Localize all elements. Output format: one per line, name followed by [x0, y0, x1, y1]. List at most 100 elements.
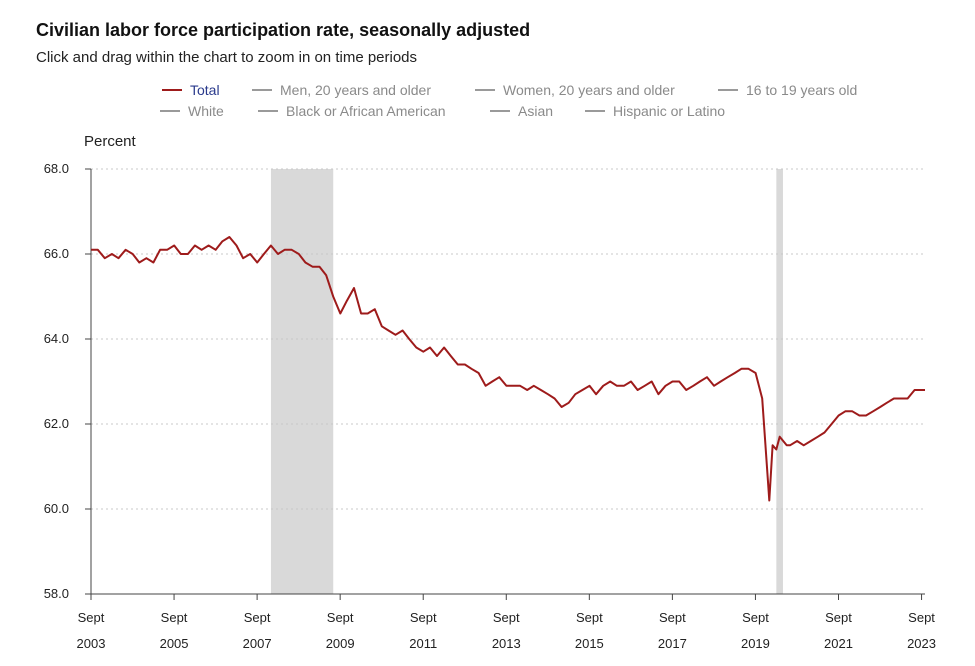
legend-item-white[interactable]: White: [160, 103, 224, 119]
data-point: [222, 240, 224, 242]
data-point: [242, 257, 244, 259]
legend-item-total[interactable]: Total: [162, 82, 220, 98]
data-point: [284, 249, 286, 251]
data-point: [270, 245, 272, 247]
data-point: [291, 249, 293, 251]
data-point: [132, 253, 134, 255]
data-point: [616, 385, 618, 387]
legend-swatch: [490, 110, 510, 112]
axis-layer: [85, 168, 925, 600]
x-tick-year-label: 2023: [907, 636, 936, 651]
data-point: [886, 402, 888, 404]
data-point: [914, 389, 916, 391]
data-point: [506, 385, 508, 387]
data-point: [796, 440, 798, 442]
data-point: [499, 376, 501, 378]
data-point: [408, 338, 410, 340]
chart-subtitle: Click and drag within the chart to zoom …: [36, 49, 418, 66]
data-point: [512, 385, 514, 387]
data-point: [748, 368, 750, 370]
x-tick-month-label: Sept: [78, 610, 105, 625]
data-point: [457, 364, 459, 366]
y-tick-label: 58.0: [44, 586, 69, 601]
data-point: [879, 406, 881, 408]
x-tick-year-label: 2011: [409, 636, 437, 651]
legend-item-16-to-19[interactable]: 16 to 19 years old: [718, 82, 857, 98]
y-tick-label: 66.0: [44, 246, 69, 261]
legend-label: Women, 20 years and older: [503, 82, 675, 98]
data-point: [734, 372, 736, 374]
legend-item-men-20-and-older[interactable]: Men, 20 years and older: [252, 82, 431, 98]
legend-label: Hispanic or Latino: [613, 103, 726, 119]
legend-item-women-20-and-older[interactable]: Women, 20 years and older: [475, 82, 675, 98]
data-point: [312, 266, 314, 268]
x-tick-year-label: 2003: [77, 636, 106, 651]
data-point: [727, 376, 729, 378]
data-point: [623, 385, 625, 387]
data-point: [865, 415, 867, 417]
data-point: [464, 364, 466, 366]
data-point: [582, 389, 584, 391]
x-tick-year-label: 2013: [492, 636, 521, 651]
data-point: [353, 287, 355, 289]
data-point: [831, 423, 833, 425]
data-point: [872, 410, 874, 412]
data-point: [658, 393, 660, 395]
data-point: [692, 385, 694, 387]
data-point: [346, 300, 348, 302]
data-point: [900, 398, 902, 400]
legend-item-black[interactable]: Black or African American: [258, 103, 446, 119]
x-tick-month-label: Sept: [161, 610, 188, 625]
x-tick-month-label: Sept: [659, 610, 686, 625]
data-point: [319, 266, 321, 268]
data-point: [852, 410, 854, 412]
data-point: [138, 262, 140, 264]
data-point: [526, 389, 528, 391]
data-point: [153, 262, 155, 264]
x-tick-year-label: 2007: [243, 636, 272, 651]
data-point: [540, 389, 542, 391]
data-point: [429, 347, 431, 349]
data-point: [561, 406, 563, 408]
data-point: [332, 296, 334, 298]
x-tick-month-label: Sept: [244, 610, 271, 625]
data-point: [208, 245, 210, 247]
data-point: [644, 385, 646, 387]
legend-label: 16 to 19 years old: [746, 82, 858, 98]
legend-swatch: [162, 89, 182, 91]
data-point: [187, 253, 189, 255]
data-point: [699, 381, 701, 383]
data-point: [554, 398, 556, 400]
data-point: [277, 253, 279, 255]
legend-label: Total: [190, 82, 220, 98]
legend-item-asian[interactable]: Asian: [490, 103, 553, 119]
data-point: [817, 436, 819, 438]
x-tick-month-label: Sept: [908, 610, 935, 625]
x-tick-year-label: 2015: [575, 636, 604, 651]
x-tick-year-label: 2019: [741, 636, 770, 651]
x-tick-month-label: Sept: [742, 610, 769, 625]
legend-item-hispanic[interactable]: Hispanic or Latino: [585, 103, 725, 119]
data-point: [789, 444, 791, 446]
data-point: [713, 385, 715, 387]
data-point: [201, 249, 203, 251]
legend-swatch: [475, 89, 495, 91]
data-point: [844, 410, 846, 412]
data-point: [249, 253, 251, 255]
data-point: [118, 257, 120, 259]
data-point: [637, 389, 639, 391]
data-point: [921, 389, 923, 391]
data-point: [741, 368, 743, 370]
data-point: [589, 385, 591, 387]
y-tick-label: 60.0: [44, 501, 69, 516]
data-point: [720, 381, 722, 383]
data-point: [478, 372, 480, 374]
data-point: [485, 385, 487, 387]
data-point: [229, 236, 231, 238]
data-point: [298, 253, 300, 255]
x-tick-year-label: 2005: [160, 636, 189, 651]
data-point: [533, 385, 535, 387]
y-tick-label: 68.0: [44, 161, 69, 176]
series-layer: [91, 236, 925, 502]
